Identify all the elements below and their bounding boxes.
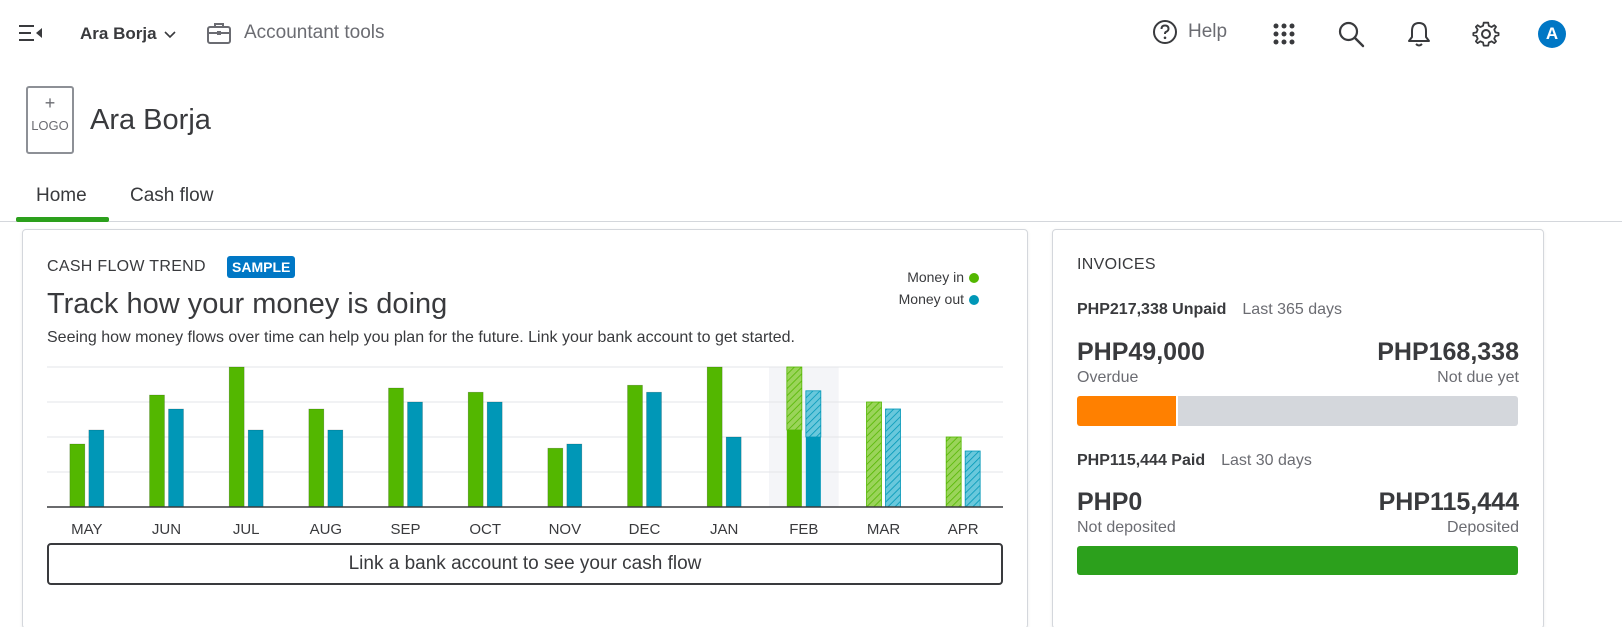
bar-money-out-aug — [327, 429, 344, 508]
add-logo-button[interactable]: + LOGO — [26, 86, 74, 154]
bar-money-in-jan — [706, 366, 723, 508]
cash-flow-trend-card: CASH FLOW TREND SAMPLE Track how your mo… — [22, 229, 1028, 627]
money-in-dot-icon — [969, 273, 979, 284]
help-icon — [1153, 20, 1177, 44]
paid-period: Last 30 days — [1221, 452, 1312, 469]
help-label: Help — [1188, 21, 1228, 42]
bar-money-out-may — [88, 429, 105, 508]
unpaid-total: PHP217,338 Unpaid — [1077, 301, 1227, 318]
not-due-bar-segment[interactable] — [1178, 396, 1518, 426]
logo-placeholder-label: LOGO — [31, 118, 69, 133]
bar-money-out-jul — [247, 429, 264, 508]
accountant-tools-button[interactable]: Accountant tools — [206, 20, 384, 46]
chevron-down-icon — [163, 31, 176, 39]
bar-money-in-may — [69, 443, 86, 508]
bar-money-in-mar-projected — [866, 401, 882, 508]
x-tick-label: NOV — [549, 521, 582, 538]
paid-progress-bar[interactable] — [1077, 546, 1518, 575]
accountant-tools-label: Accountant tools — [244, 22, 385, 43]
unpaid-progress-bar[interactable] — [1077, 396, 1518, 426]
sample-badge: SAMPLE — [227, 256, 296, 278]
apps-grid-icon[interactable] — [1270, 20, 1298, 48]
settings-gear-icon[interactable] — [1472, 20, 1500, 48]
search-icon[interactable] — [1337, 20, 1365, 48]
x-tick-label: JUN — [152, 521, 181, 538]
x-tick-label: AUG — [310, 521, 343, 538]
bar-money-out-oct — [486, 401, 503, 508]
legend-money-out-label: Money out — [898, 291, 964, 307]
user-avatar[interactable]: A — [1538, 20, 1566, 48]
deposited-amount[interactable]: PHP115,444 — [1378, 488, 1519, 516]
company-switcher[interactable]: Ara Borja — [80, 24, 177, 44]
bar-money-in-jun — [149, 394, 165, 508]
not-due-label: Not due yet — [1437, 369, 1519, 386]
legend-money-in-label: Money in — [907, 269, 964, 285]
bar-money-in-aug — [308, 408, 325, 508]
top-bar: Ara Borja Accountant tools Help — [0, 0, 1622, 68]
overdue-label: Overdue — [1077, 369, 1139, 386]
bar-money-in-jul — [228, 366, 245, 508]
collapse-menu-icon[interactable] — [18, 22, 44, 44]
plus-icon: + — [44, 93, 56, 113]
overdue-bar-segment[interactable] — [1077, 396, 1177, 426]
bar-money-in-oct — [467, 391, 484, 508]
bar-money-out-apr-projected — [964, 450, 981, 508]
bar-money-in-apr-projected — [945, 436, 962, 508]
tab-cash-flow[interactable]: Cash flow — [130, 185, 214, 206]
notifications-bell-icon[interactable] — [1405, 20, 1433, 48]
invoices-card: INVOICES PHP217,338 Unpaid Last 365 days … — [1052, 229, 1544, 627]
not-deposited-label: Not deposited — [1077, 519, 1176, 536]
bar-money-in-feb-projected — [786, 366, 803, 431]
chart-legend: Money in Money out — [899, 266, 979, 310]
unpaid-summary: PHP217,338 Unpaid Last 365 days — [1077, 301, 1342, 319]
link-bank-account-button[interactable]: Link a bank account to see your cash flo… — [47, 543, 1003, 585]
x-tick-label: DEC — [629, 521, 661, 538]
x-tick-label: FEB — [789, 521, 818, 538]
unpaid-period: Last 365 days — [1242, 301, 1343, 318]
company-name-heading: Ara Borja — [90, 104, 211, 136]
not-due-amount[interactable]: PHP168,338 — [1377, 338, 1519, 366]
page-tabs: Home Cash flow — [0, 176, 1622, 222]
deposited-bar-segment[interactable] — [1077, 546, 1518, 575]
bar-money-out-feb-actual — [805, 437, 821, 507]
active-tab-indicator — [16, 217, 109, 222]
x-tick-label: APR — [948, 521, 979, 538]
invoices-card-label: INVOICES — [1077, 256, 1156, 273]
help-button[interactable]: Help — [1152, 19, 1227, 45]
money-out-dot-icon — [969, 295, 979, 306]
x-tick-label: JUL — [233, 521, 260, 538]
cash-flow-chart: MAY JUN JUL AUG SEP OCT NOV DEC JAN FEB MAR APR — [47, 366, 1003, 538]
briefcase-icon — [207, 23, 231, 44]
bar-money-out-dec — [646, 391, 662, 508]
legend-money-out: Money out — [899, 288, 979, 310]
x-tick-label: MAR — [867, 521, 901, 538]
company-switcher-label: Ara Borja — [80, 24, 157, 43]
x-tick-label: JAN — [710, 521, 738, 538]
bar-money-out-feb-projected — [805, 390, 822, 438]
cash-flow-title: Track how your money is doing — [47, 288, 448, 320]
legend-money-in: Money in — [899, 266, 979, 288]
bar-money-out-mar-projected — [885, 408, 901, 508]
bar-money-in-sep — [388, 387, 404, 508]
paid-total: PHP115,444 Paid — [1077, 452, 1206, 469]
paid-summary: PHP115,444 Paid Last 30 days — [1077, 452, 1312, 470]
deposited-label: Deposited — [1446, 519, 1519, 536]
not-deposited-amount[interactable]: PHP0 — [1077, 488, 1143, 516]
tab-home[interactable]: Home — [36, 185, 87, 206]
cash-flow-description: Seeing how money flows over time can hel… — [47, 329, 795, 346]
cash-flow-card-label: CASH FLOW TREND — [47, 258, 206, 275]
bar-money-out-jun — [168, 408, 184, 508]
x-tick-label: SEP — [390, 521, 420, 538]
bar-money-out-sep — [407, 401, 423, 508]
bar-money-out-nov — [566, 443, 583, 508]
x-tick-label: MAY — [71, 521, 102, 538]
bar-money-out-jan — [725, 436, 742, 508]
bar-money-in-nov — [547, 447, 564, 508]
x-tick-label: OCT — [469, 521, 501, 538]
bar-money-in-feb-actual — [786, 430, 802, 507]
bar-money-in-dec — [627, 384, 643, 508]
overdue-amount[interactable]: PHP49,000 — [1077, 338, 1205, 366]
